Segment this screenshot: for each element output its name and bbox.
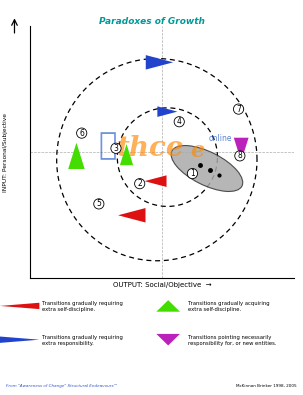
Ellipse shape xyxy=(171,145,243,192)
Text: 2: 2 xyxy=(137,179,142,188)
Polygon shape xyxy=(156,334,180,346)
Text: Transitions gradually acquiring
extra self-discipline.: Transitions gradually acquiring extra se… xyxy=(188,301,269,312)
Polygon shape xyxy=(145,175,167,187)
Text: thce: thce xyxy=(116,135,184,162)
Polygon shape xyxy=(0,337,39,343)
Text: 5: 5 xyxy=(96,199,101,209)
Text: McKinnon Brinker 1998, 2005: McKinnon Brinker 1998, 2005 xyxy=(236,384,297,388)
Polygon shape xyxy=(234,138,248,162)
Polygon shape xyxy=(157,106,177,117)
Polygon shape xyxy=(146,55,173,70)
Text: From "Awareness of Change" Structural Endeavours™: From "Awareness of Change" Structural En… xyxy=(6,384,118,388)
Text: 7: 7 xyxy=(236,105,241,114)
Polygon shape xyxy=(68,143,85,169)
Text: Transitions gradually requiring
extra responsibility.: Transitions gradually requiring extra re… xyxy=(42,335,123,346)
Text: INPUT: Personal/Subjective: INPUT: Personal/Subjective xyxy=(3,113,8,192)
Polygon shape xyxy=(156,300,180,312)
Text: Paradoxes of Growth: Paradoxes of Growth xyxy=(98,17,205,26)
Text: 8: 8 xyxy=(238,151,242,160)
Text: e: e xyxy=(191,140,205,162)
Text: Ⓟ: Ⓟ xyxy=(99,131,117,160)
Text: 6: 6 xyxy=(79,129,84,137)
Text: Transitions pointing necessarily
responsibility for, or new entities.: Transitions pointing necessarily respons… xyxy=(188,335,276,346)
Text: 3: 3 xyxy=(114,144,118,153)
Text: Transitions gradually requiring
extra self-discipline.: Transitions gradually requiring extra se… xyxy=(42,301,123,312)
Text: OUTPUT: Social/Objective  →: OUTPUT: Social/Objective → xyxy=(113,282,211,288)
Text: 1: 1 xyxy=(190,169,195,178)
Text: 4: 4 xyxy=(177,117,182,126)
Polygon shape xyxy=(0,303,39,309)
Polygon shape xyxy=(118,208,145,222)
Text: online: online xyxy=(208,134,232,143)
Polygon shape xyxy=(120,144,133,165)
